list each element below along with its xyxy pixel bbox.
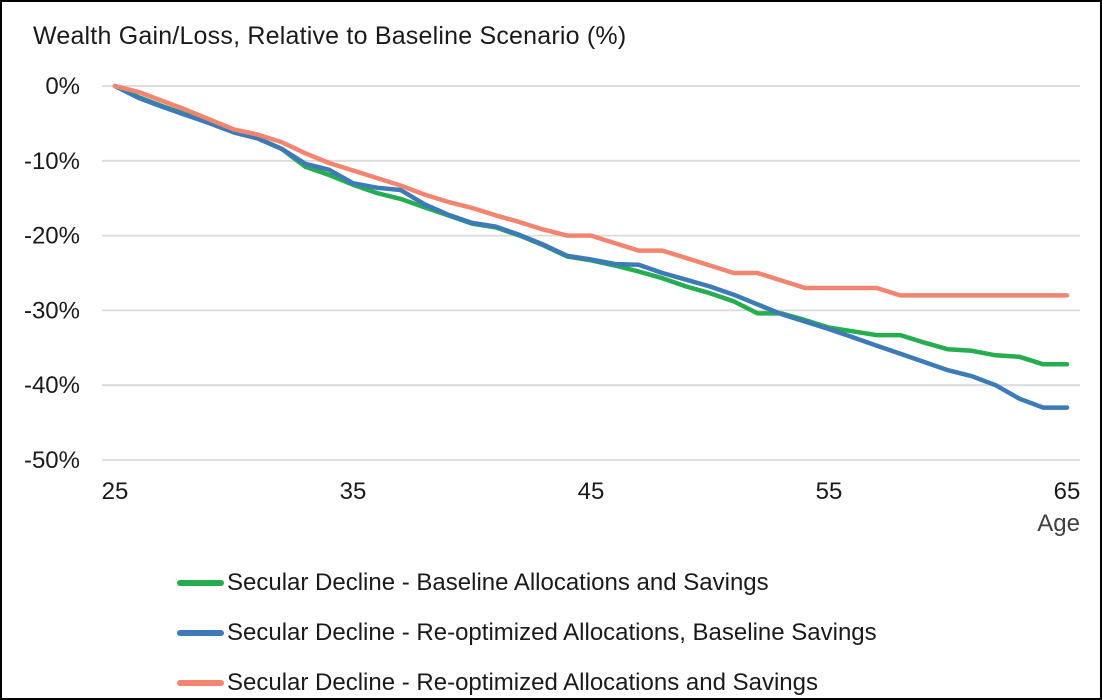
series-line [112,83,1070,367]
x-tick-label: 35 [340,478,367,505]
legend: Secular Decline - Baseline Allocations a… [177,558,877,698]
x-axis-title: Age [1037,510,1080,537]
legend-item-label: Secular Decline - Baseline Allocations a… [227,569,769,596]
y-tick-label: -20% [24,223,80,250]
x-tick-label: 55 [816,478,843,505]
chart-title: Wealth Gain/Loss, Relative to Baseline S… [33,22,627,50]
legend-line-swatch [177,580,224,586]
x-tick-label: 65 [1054,478,1081,505]
legend-item: Secular Decline - Re-optimized Allocatio… [177,658,877,698]
legend-line-swatch [177,680,224,686]
y-tick-label: -50% [24,447,80,474]
legend-item: Secular Decline - Re-optimized Allocatio… [177,608,877,658]
legend-item-label: Secular Decline - Re-optimized Allocatio… [227,669,818,696]
y-tick-label: -10% [24,148,80,175]
x-tick-label: 25 [102,478,129,505]
legend-item: Secular Decline - Baseline Allocations a… [177,558,877,608]
x-tick-label: 45 [578,478,605,505]
y-tick-label: -30% [24,297,80,324]
legend-line-swatch [177,630,224,636]
y-tick-label: 0% [45,73,80,100]
series-line [112,83,1070,298]
y-tick-label: -40% [24,372,80,399]
legend-item-label: Secular Decline - Re-optimized Allocatio… [227,619,877,646]
series-line [112,83,1070,410]
